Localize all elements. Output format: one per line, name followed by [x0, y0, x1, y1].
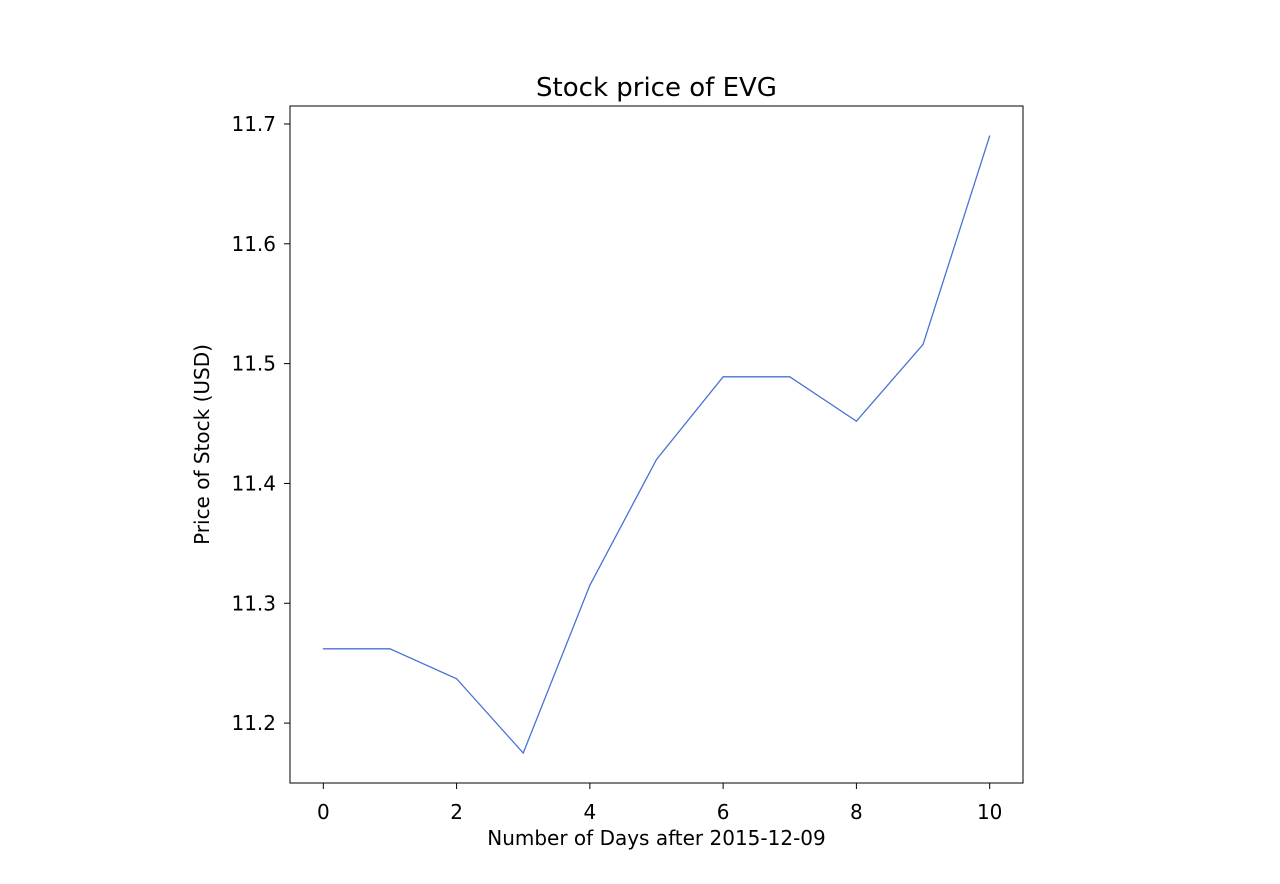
- x-axis-ticks: 0 2 4 6 8 10: [317, 783, 1002, 824]
- data-point: [989, 135, 991, 137]
- x-tick-label: 6: [717, 800, 730, 824]
- data-point: [522, 752, 524, 754]
- y-tick-label: 11.6: [231, 232, 276, 256]
- x-tick-label: 2: [450, 800, 463, 824]
- y-tick-label: 11.3: [231, 591, 276, 615]
- data-point: [789, 376, 791, 378]
- x-tick-label: 8: [850, 800, 863, 824]
- x-tick-label: 4: [583, 800, 596, 824]
- data-point: [322, 648, 324, 650]
- plot-area-frame: [289, 105, 1024, 784]
- data-point: [589, 584, 591, 586]
- data-point: [855, 420, 858, 422]
- y-axis-ticks: 11.2 11.3 11.4 11.5 11.6 11.7: [231, 112, 290, 735]
- data-point: [922, 343, 924, 346]
- x-tick-label: 0: [317, 800, 330, 824]
- y-axis-label: Price of Stock (USD): [190, 344, 214, 545]
- y-tick-label: 11.5: [231, 352, 276, 376]
- data-point: [722, 376, 724, 378]
- series-layer: [322, 135, 991, 755]
- x-tick-label: 10: [977, 800, 1002, 824]
- data-point: [455, 678, 458, 680]
- y-tick-label: 11.7: [231, 112, 276, 136]
- y-tick-label: 11.4: [231, 471, 276, 495]
- chart-title: Stock price of EVG: [536, 73, 777, 103]
- data-point: [655, 458, 658, 461]
- data-point: [389, 648, 391, 650]
- x-axis-label: Number of Days after 2015-12-09: [487, 826, 826, 850]
- y-tick-label: 11.2: [231, 711, 276, 735]
